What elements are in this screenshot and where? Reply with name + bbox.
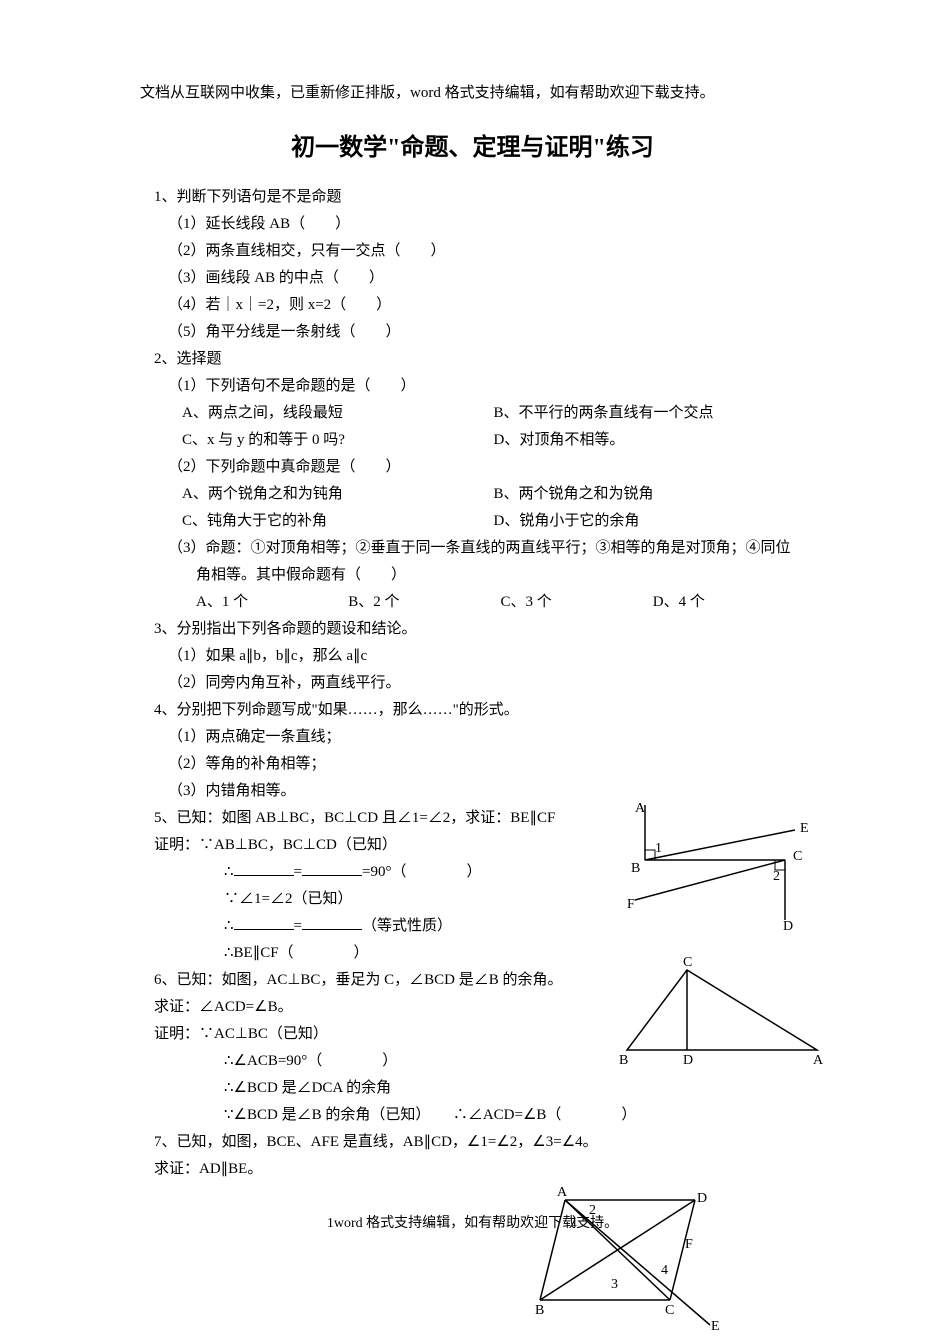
q1-item-5: （5）角平分线是一条射线（ ） xyxy=(168,319,805,346)
q2-1-stem: （1）下列语句不是命题的是（ ） xyxy=(168,373,805,400)
q1-item-3: （3）画线段 AB 的中点（ ） xyxy=(168,265,805,292)
q2-2-optB: B、两个锐角之和为锐角 xyxy=(494,481,806,508)
fig5-angle-1: 1 xyxy=(655,841,662,856)
q2-2-opts-row2: C、钝角大于它的补角 D、锐角小于它的余角 xyxy=(182,508,805,535)
page-title: 初一数学"命题、定理与证明"练习 xyxy=(140,127,805,170)
q1-stem: 1、判断下列语句是不是命题 xyxy=(154,184,805,211)
fig5-label-B: B xyxy=(631,861,640,876)
fig6-label-A: A xyxy=(813,1053,824,1068)
q3-stem: 3、分别指出下列各命题的题设和结论。 xyxy=(154,616,805,643)
fig5-label-D: D xyxy=(783,919,793,934)
q2-3-optA: A、1 个 xyxy=(196,589,348,616)
q4-item-1: （1）两点确定一条直线； xyxy=(168,724,805,751)
figure-q6: B D A C xyxy=(617,960,827,1070)
q4-stem: 4、分别把下列命题写成"如果……，那么……"的形式。 xyxy=(154,697,805,724)
q1-item-2: （2）两条直线相交，只有一交点（ ） xyxy=(168,238,805,265)
q6-line-2: ∴∠BCD 是∠DCA 的余角 xyxy=(224,1075,805,1102)
fig7-angle-4: 4 xyxy=(661,1263,668,1278)
fig5-label-E: E xyxy=(800,821,809,836)
q2-2-optA: A、两个锐角之和为钝角 xyxy=(182,481,494,508)
fig7-label-F: F xyxy=(685,1237,693,1252)
fig5-label-F: F xyxy=(627,897,635,912)
q2-3-opts: A、1 个 B、2 个 C、3 个 D、4 个 xyxy=(196,589,805,616)
q1-item-1: （1）延长线段 AB（ ） xyxy=(168,211,805,238)
q2-1-optC: C、x 与 y 的和等于 0 吗? xyxy=(182,427,494,454)
footer-note: 1word 格式支持编辑，如有帮助欢迎下载支持。 xyxy=(0,1211,945,1236)
fig6-label-B: B xyxy=(619,1053,628,1068)
fig6-label-C: C xyxy=(683,955,692,970)
q7-stem: 7、已知，如图，BCE、AFE 是直线，AB∥CD，∠1=∠2，∠3=∠4。 xyxy=(154,1129,805,1156)
q2-1-opts-row2: C、x 与 y 的和等于 0 吗? D、对顶角不相等。 xyxy=(182,427,805,454)
q2-stem: 2、选择题 xyxy=(154,346,805,373)
q7-ask: 求证：AD∥BE。 xyxy=(154,1156,805,1183)
figure-q5: A E B C F D 1 2 xyxy=(625,800,825,940)
q6-line-3: ∵∠BCD 是∠B 的余角（已知） ∴∠ACD=∠B（ ） xyxy=(224,1102,805,1129)
q2-2-optC: C、钝角大于它的补角 xyxy=(182,508,494,535)
q2-3-optC: C、3 个 xyxy=(501,589,653,616)
header-note: 文档从互联网中收集，已重新修正排版，word 格式支持编辑，如有帮助欢迎下载支持… xyxy=(140,80,805,107)
q2-1-opts-row1: A、两点之间，线段最短 B、不平行的两条直线有一个交点 xyxy=(182,400,805,427)
fig5-label-C: C xyxy=(793,849,802,864)
q2-2-opts-row1: A、两个锐角之和为钝角 B、两个锐角之和为锐角 xyxy=(182,481,805,508)
fig6-label-D: D xyxy=(683,1053,693,1068)
q1-item-4: （4）若｜x｜=2，则 x=2（ ） xyxy=(168,292,805,319)
fig5-label-A: A xyxy=(635,801,646,816)
fig5-angle-2: 2 xyxy=(773,869,780,884)
q2-3-optD: D、4 个 xyxy=(653,589,805,616)
fig7-label-A: A xyxy=(557,1185,568,1200)
q2-3-stem: （3）命题：①对顶角相等；②垂直于同一条直线的两直线平行；③相等的角是对顶角；④… xyxy=(168,535,805,589)
fig7-label-E: E xyxy=(711,1319,720,1334)
q3-item-2: （2）同旁内角互补，两直线平行。 xyxy=(168,670,805,697)
fig7-angle-3: 3 xyxy=(611,1277,618,1292)
q2-3-optB: B、2 个 xyxy=(348,589,500,616)
fig7-label-D: D xyxy=(697,1191,707,1206)
fig7-label-B: B xyxy=(535,1303,544,1318)
q2-1-optA: A、两点之间，线段最短 xyxy=(182,400,494,427)
fig7-label-C: C xyxy=(665,1303,674,1318)
q2-2-stem: （2）下列命题中真命题是（ ） xyxy=(168,454,805,481)
q3-item-1: （1）如果 a∥b，b∥c，那么 a∥c xyxy=(168,643,805,670)
q2-1-optB: B、不平行的两条直线有一个交点 xyxy=(494,400,806,427)
q2-1-optD: D、对顶角不相等。 xyxy=(494,427,806,454)
q4-item-2: （2）等角的补角相等； xyxy=(168,751,805,778)
q2-2-optD: D、锐角小于它的余角 xyxy=(494,508,806,535)
